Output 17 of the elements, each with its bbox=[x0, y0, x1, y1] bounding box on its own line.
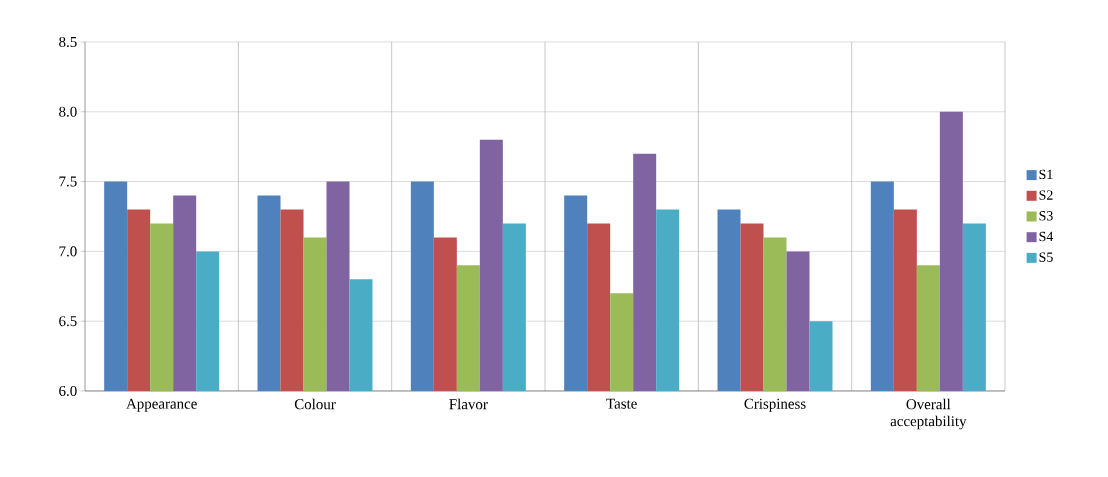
x-tick-label: Overall acceptability bbox=[890, 398, 967, 430]
legend-label: S2 bbox=[1039, 190, 1053, 200]
y-tick-label: 8.0 bbox=[59, 106, 77, 117]
x-tick-label: Colour bbox=[294, 398, 336, 410]
y-tick-label: 6.0 bbox=[59, 385, 77, 397]
y-tick-label: 7.5 bbox=[59, 176, 77, 187]
x-tick-label: Taste bbox=[606, 398, 637, 409]
legend-label: S1 bbox=[1039, 169, 1053, 180]
y-tick-label: 6.5 bbox=[59, 316, 77, 327]
legend-label: S3 bbox=[1039, 211, 1053, 221]
x-tick-label: Crispiness bbox=[744, 398, 806, 412]
x-tick-label: Appearance bbox=[126, 398, 197, 412]
y-tick-label: 7.0 bbox=[59, 246, 77, 257]
x-tick-label: Flavor bbox=[449, 398, 488, 410]
legend-label: S5 bbox=[1039, 252, 1053, 262]
y-tick-label: 8.5 bbox=[59, 36, 77, 48]
legend-label: S4 bbox=[1039, 231, 1054, 242]
